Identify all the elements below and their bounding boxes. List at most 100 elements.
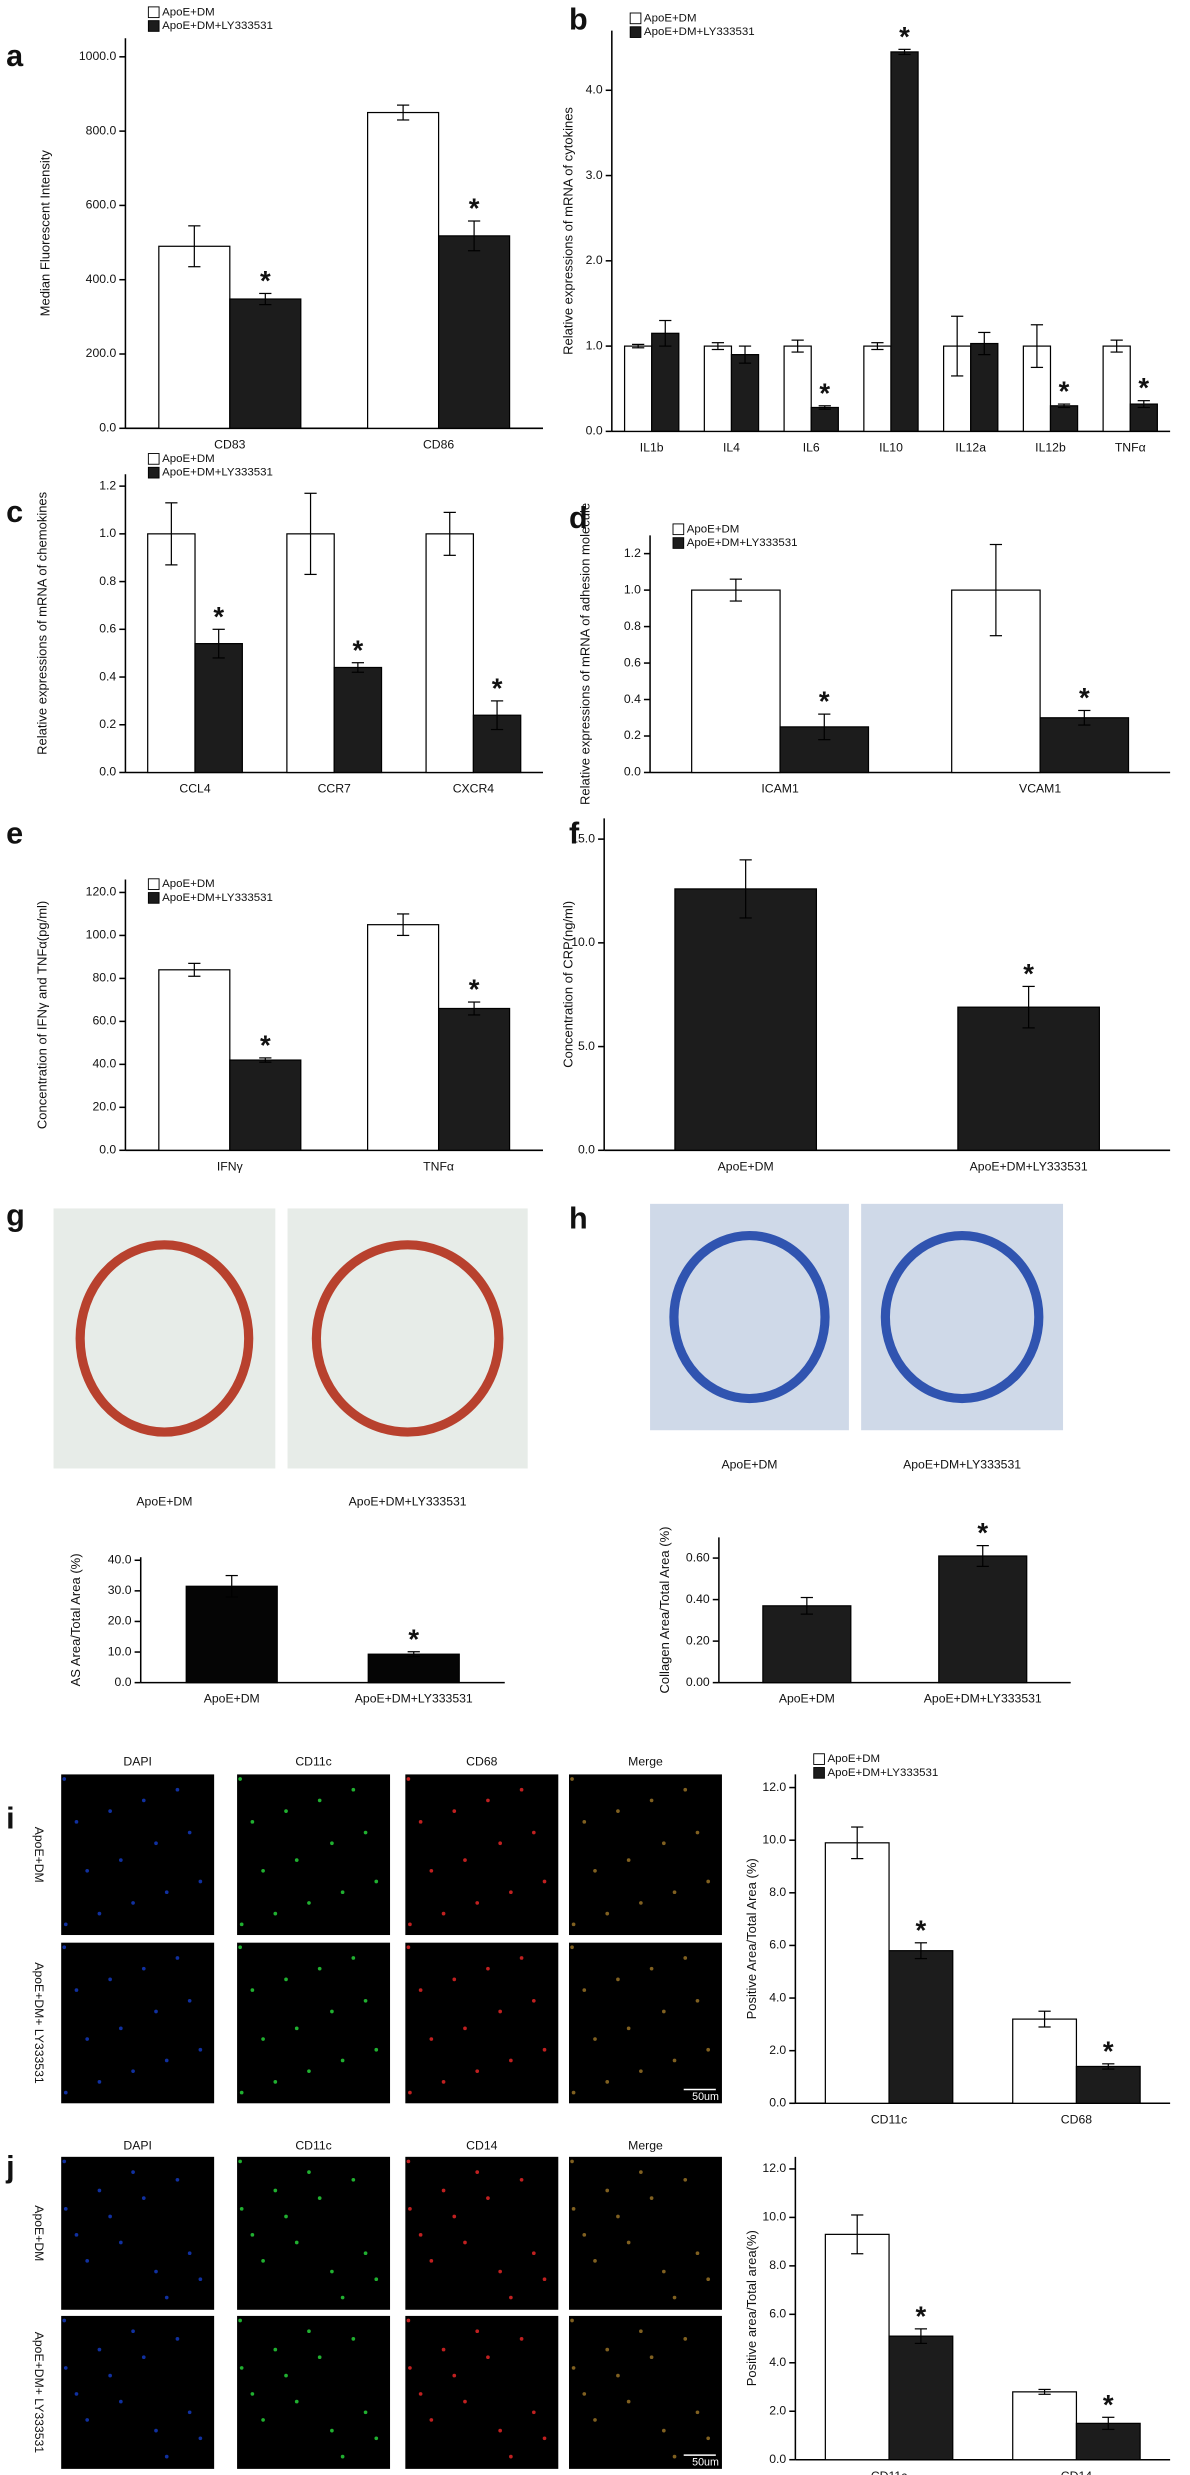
x-tick-label: IL1b bbox=[640, 440, 664, 454]
legend-label: ApoE+DM bbox=[687, 523, 740, 535]
stain-dot bbox=[164, 2295, 169, 2300]
stain-dot bbox=[340, 1890, 345, 1895]
legend-swatch bbox=[147, 892, 160, 904]
x-tick-label: CD86 bbox=[423, 437, 454, 451]
x-tick-label: TNFα bbox=[1115, 440, 1146, 454]
stain-dot bbox=[452, 2373, 457, 2378]
bar bbox=[194, 643, 243, 774]
stain-dot bbox=[542, 2436, 547, 2441]
x-tick-label: TNFα bbox=[423, 1159, 454, 1173]
y-axis-label: Relative expressions of mRNA of cytokine… bbox=[560, 107, 575, 355]
stain-dot bbox=[351, 1787, 356, 1792]
stain-dot bbox=[154, 2009, 158, 2014]
legend-label: ApoE+DM+LY333531 bbox=[687, 537, 798, 549]
stain-dot bbox=[284, 2214, 288, 2219]
y-tick-label: 10.0 bbox=[108, 1644, 132, 1658]
stain-dot bbox=[330, 2009, 334, 2014]
bar bbox=[367, 924, 440, 1151]
stain-dot bbox=[441, 2188, 446, 2193]
stain-dot bbox=[429, 2418, 434, 2422]
stain-dot bbox=[463, 1858, 467, 1862]
stain-dot bbox=[498, 2009, 503, 2014]
stain-dot bbox=[531, 1998, 536, 2003]
bar bbox=[730, 354, 760, 432]
panel-label: b bbox=[569, 2, 588, 36]
stain-dot bbox=[616, 1809, 620, 1813]
stain-dot bbox=[475, 1901, 480, 1905]
x-tick-label: ICAM1 bbox=[761, 782, 799, 796]
stain-dot bbox=[317, 2355, 322, 2360]
stain-dot bbox=[475, 2069, 480, 2074]
stain-dot bbox=[661, 2428, 666, 2433]
y-tick-label: 0.8 bbox=[624, 619, 641, 633]
bar bbox=[703, 345, 733, 432]
stain-dot bbox=[519, 2177, 524, 2182]
significance-star: * bbox=[1103, 2389, 1114, 2420]
stain-dot bbox=[62, 2318, 67, 2323]
stain-dot bbox=[605, 2188, 610, 2193]
stain-dot bbox=[363, 2410, 368, 2415]
stain-dot bbox=[661, 2009, 666, 2014]
stain-dot bbox=[593, 2259, 597, 2263]
lesion-outline bbox=[75, 1240, 254, 1437]
y-tick-label: 0.0 bbox=[624, 765, 641, 779]
stain-dot bbox=[119, 1858, 123, 1862]
stain-dot bbox=[164, 2058, 169, 2063]
y-tick-label: 30.0 bbox=[108, 1583, 132, 1597]
image-column-header: Merge bbox=[628, 1754, 663, 1768]
stain-dot bbox=[649, 1966, 654, 1971]
image-column-header: DAPI bbox=[123, 2138, 152, 2152]
legend-swatch bbox=[813, 1753, 825, 1765]
stain-dot bbox=[261, 1868, 265, 1873]
stain-dot bbox=[261, 2259, 265, 2263]
stain-dot bbox=[63, 2207, 68, 2211]
stain-dot bbox=[441, 2080, 446, 2084]
stain-dot bbox=[63, 1922, 68, 1927]
stain-dot bbox=[307, 1901, 311, 1905]
stain-dot bbox=[683, 1956, 688, 1960]
x-tick-label: IL6 bbox=[803, 440, 820, 454]
stain-dot bbox=[695, 2251, 700, 2256]
micrograph bbox=[61, 1942, 215, 2104]
x-tick-label: IL10 bbox=[879, 440, 903, 454]
legend-label: ApoE+DM bbox=[162, 878, 215, 890]
stain-dot bbox=[74, 2233, 79, 2237]
stain-dot bbox=[239, 2090, 244, 2095]
x-tick-label: ApoE+DM+LY333531 bbox=[924, 1692, 1042, 1706]
stain-dot bbox=[498, 2269, 503, 2274]
micrograph bbox=[405, 1774, 559, 1936]
legend-swatch bbox=[629, 26, 642, 38]
bar bbox=[762, 1605, 852, 1684]
y-tick-label: 10.0 bbox=[762, 1832, 786, 1846]
y-axis-label: Median Fluorescent Intensity bbox=[37, 150, 52, 317]
stain-dot bbox=[418, 1988, 423, 1992]
stain-dot bbox=[62, 1945, 67, 1950]
significance-star: * bbox=[469, 974, 480, 1005]
image-column-header: CD14 bbox=[466, 2138, 497, 2152]
y-tick-label: 0.0 bbox=[99, 421, 116, 435]
stain-dot bbox=[475, 2329, 480, 2334]
stain-dot bbox=[74, 1819, 79, 1824]
y-axis-label: Positive area/Total area(%) bbox=[744, 2230, 759, 2386]
legend-swatch bbox=[672, 537, 685, 549]
micrograph bbox=[568, 2315, 722, 2469]
stain-dot bbox=[593, 2418, 597, 2422]
y-tick-label: 200.0 bbox=[86, 346, 117, 360]
stain-dot bbox=[571, 2366, 576, 2370]
stain-dot bbox=[131, 2329, 135, 2334]
lesion-outline bbox=[311, 1240, 504, 1437]
stain-dot bbox=[187, 2251, 192, 2256]
y-tick-label: 0.0 bbox=[99, 1143, 116, 1157]
y-tick-label: 20.0 bbox=[108, 1614, 132, 1628]
stain-dot bbox=[571, 2090, 576, 2095]
stain-dot bbox=[187, 1830, 192, 1835]
x-tick-label: CD83 bbox=[214, 437, 245, 451]
bar bbox=[158, 969, 231, 1151]
stain-dot bbox=[238, 2159, 242, 2164]
legend-label: ApoE+DM+LY333531 bbox=[644, 26, 755, 38]
bar bbox=[810, 406, 839, 432]
micrograph bbox=[287, 1208, 528, 1469]
y-tick-label: 1.2 bbox=[624, 546, 641, 560]
stain-dot bbox=[198, 2436, 203, 2441]
